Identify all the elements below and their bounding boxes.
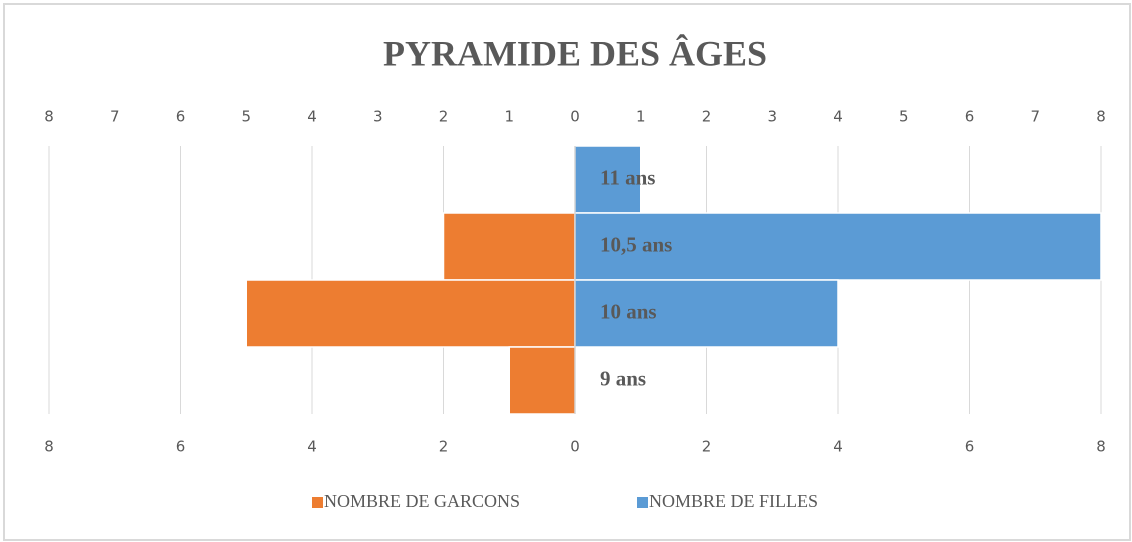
bar — [442, 212, 576, 281]
x2-tick-label: 5 — [241, 108, 251, 126]
x2-tick-label: 2 — [439, 108, 449, 126]
x-tick-label: 0 — [570, 438, 580, 456]
x2-tick-label: 8 — [44, 108, 54, 126]
x-tick-label: 4 — [307, 438, 317, 456]
category-label: 9 ans — [600, 366, 646, 390]
x-tick-label: 8 — [1096, 438, 1106, 456]
bar — [508, 346, 576, 415]
category-label: 10,5 ans — [600, 232, 672, 256]
x2-tick-label: 3 — [767, 108, 777, 126]
x2-tick-label: 5 — [899, 108, 909, 126]
x-tick-label: 4 — [833, 438, 843, 456]
x2-tick-label: 0 — [570, 108, 580, 126]
x-tick-label: 8 — [44, 438, 54, 456]
x2-tick-label: 1 — [636, 108, 646, 126]
x2-tick-label: 4 — [307, 108, 317, 126]
legend-label: NOMBRE DE GARCONS — [324, 491, 520, 511]
x-tick-label: 6 — [965, 438, 975, 456]
category-label: 10 ans — [600, 299, 657, 323]
legend-swatch — [637, 497, 648, 508]
x2-tick-label: 7 — [110, 108, 120, 126]
x-tick-label: 2 — [702, 438, 712, 456]
legend-label: NOMBRE DE FILLES — [649, 491, 818, 511]
chart-title: PYRAMIDE DES ÂGES — [383, 33, 767, 73]
category-label: 11 ans — [600, 165, 655, 189]
bar — [574, 279, 839, 348]
legend-swatch — [312, 497, 323, 508]
bar — [245, 279, 576, 348]
x2-tick-label: 7 — [1030, 108, 1040, 126]
x2-tick-label: 2 — [702, 108, 712, 126]
x-tick-label: 2 — [439, 438, 449, 456]
x-tick-label: 6 — [176, 438, 186, 456]
x2-tick-label: 6 — [176, 108, 186, 126]
x2-tick-label: 8 — [1096, 108, 1106, 126]
x2-tick-label: 6 — [965, 108, 975, 126]
x2-tick-label: 1 — [504, 108, 514, 126]
x2-tick-label: 3 — [373, 108, 383, 126]
x2-tick-label: 4 — [833, 108, 843, 126]
